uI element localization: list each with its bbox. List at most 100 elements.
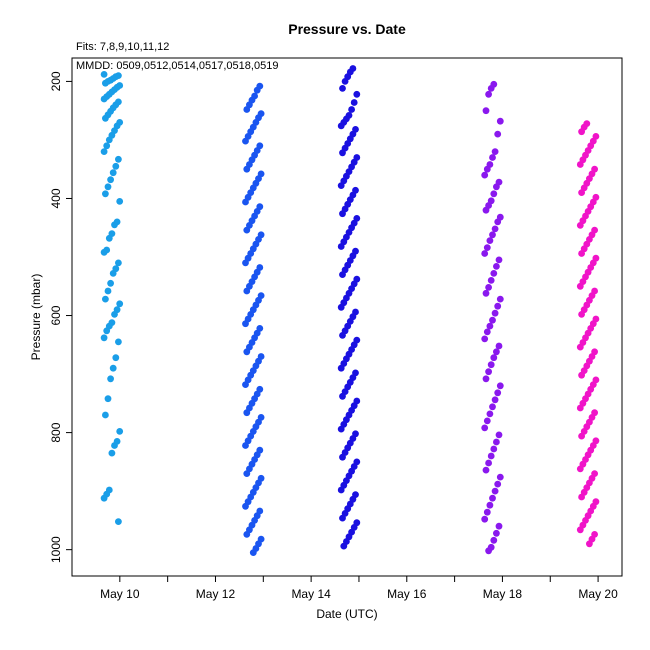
data-point	[337, 425, 345, 433]
data-point	[102, 190, 109, 198]
data-point	[482, 206, 490, 214]
data-point	[116, 428, 124, 435]
data-point	[100, 148, 108, 156]
data-point	[100, 334, 108, 342]
data-point	[243, 106, 251, 113]
y-axis: 200 400 600 800 1000	[49, 71, 72, 563]
y-tick-label: 800	[49, 422, 63, 442]
data-point	[483, 417, 491, 425]
data-point	[339, 210, 346, 218]
data-point	[481, 250, 489, 257]
data-point	[490, 190, 498, 198]
data-point	[243, 226, 251, 234]
data-point	[486, 322, 494, 330]
data-point	[340, 542, 348, 550]
data-point	[107, 176, 114, 184]
data-point	[100, 494, 108, 502]
data-point	[109, 169, 117, 177]
data-point	[485, 284, 492, 291]
data-point	[481, 424, 489, 432]
data-point	[339, 392, 346, 400]
data-point	[242, 137, 249, 145]
data-point	[576, 282, 584, 290]
data-point	[339, 149, 346, 157]
data-point	[242, 259, 249, 267]
y-tick-label: 1000	[49, 536, 63, 563]
data-point	[337, 122, 345, 130]
data-point	[586, 540, 593, 548]
data-point	[493, 438, 500, 446]
data-point	[103, 142, 111, 150]
data-point	[489, 231, 496, 239]
data-point	[115, 259, 122, 267]
data-point	[483, 244, 491, 252]
data-point	[481, 515, 489, 523]
data-point	[489, 403, 496, 411]
y-tick-label: 400	[49, 188, 63, 208]
data-point	[495, 256, 503, 264]
data-point	[104, 395, 112, 403]
data-point	[102, 79, 109, 87]
data-point	[578, 493, 585, 501]
data-point	[242, 502, 249, 510]
data-point	[337, 364, 345, 372]
data-point	[578, 128, 585, 136]
chart-title: Pressure vs. Date	[288, 21, 406, 37]
data-point	[350, 99, 358, 106]
data-point	[253, 86, 261, 94]
data-point	[111, 221, 118, 229]
data-point	[481, 335, 489, 343]
data-point	[100, 248, 108, 256]
data-point	[112, 354, 120, 362]
data-point	[353, 90, 361, 98]
plot-frame	[71, 57, 623, 577]
x-tick-label: May 12	[196, 587, 236, 601]
data-point	[339, 271, 346, 278]
data-point	[494, 302, 502, 310]
data-point	[112, 162, 120, 170]
data-point	[249, 549, 257, 556]
data-point	[496, 117, 504, 125]
data-point	[116, 300, 124, 308]
data-point	[243, 409, 251, 417]
data-points	[100, 65, 600, 556]
data-point	[115, 155, 122, 163]
data-point	[496, 473, 504, 481]
data-point	[242, 381, 249, 388]
data-point	[483, 508, 491, 516]
data-point	[493, 183, 500, 191]
data-point	[485, 90, 492, 98]
data-point	[337, 243, 345, 250]
data-point	[578, 432, 585, 440]
data-point	[348, 106, 355, 113]
data-point	[578, 250, 585, 257]
data-point	[116, 198, 124, 205]
data-point	[242, 320, 249, 328]
data-point	[490, 354, 498, 362]
data-point	[104, 183, 112, 191]
data-point	[482, 375, 490, 383]
data-point	[102, 114, 109, 122]
data-point	[339, 514, 346, 522]
data-point	[496, 295, 504, 303]
data-point	[487, 361, 495, 369]
data-point	[576, 404, 584, 412]
data-point	[491, 225, 499, 233]
data-point	[578, 311, 585, 318]
data-point	[339, 453, 346, 461]
y-tick-label: 200	[49, 71, 63, 91]
data-point	[576, 161, 584, 168]
data-point	[108, 449, 116, 457]
data-point	[104, 287, 112, 295]
data-point	[489, 316, 496, 324]
data-point	[243, 165, 251, 173]
data-point	[496, 382, 504, 390]
y-axis-label: Pressure (mbar)	[29, 274, 43, 361]
data-point	[483, 165, 491, 173]
x-tick-label: May 18	[483, 587, 523, 601]
data-point	[490, 445, 498, 453]
x-tick-label: May 20	[578, 587, 618, 601]
x-axis-label: Date (UTC)	[316, 607, 377, 621]
data-point	[495, 342, 503, 350]
